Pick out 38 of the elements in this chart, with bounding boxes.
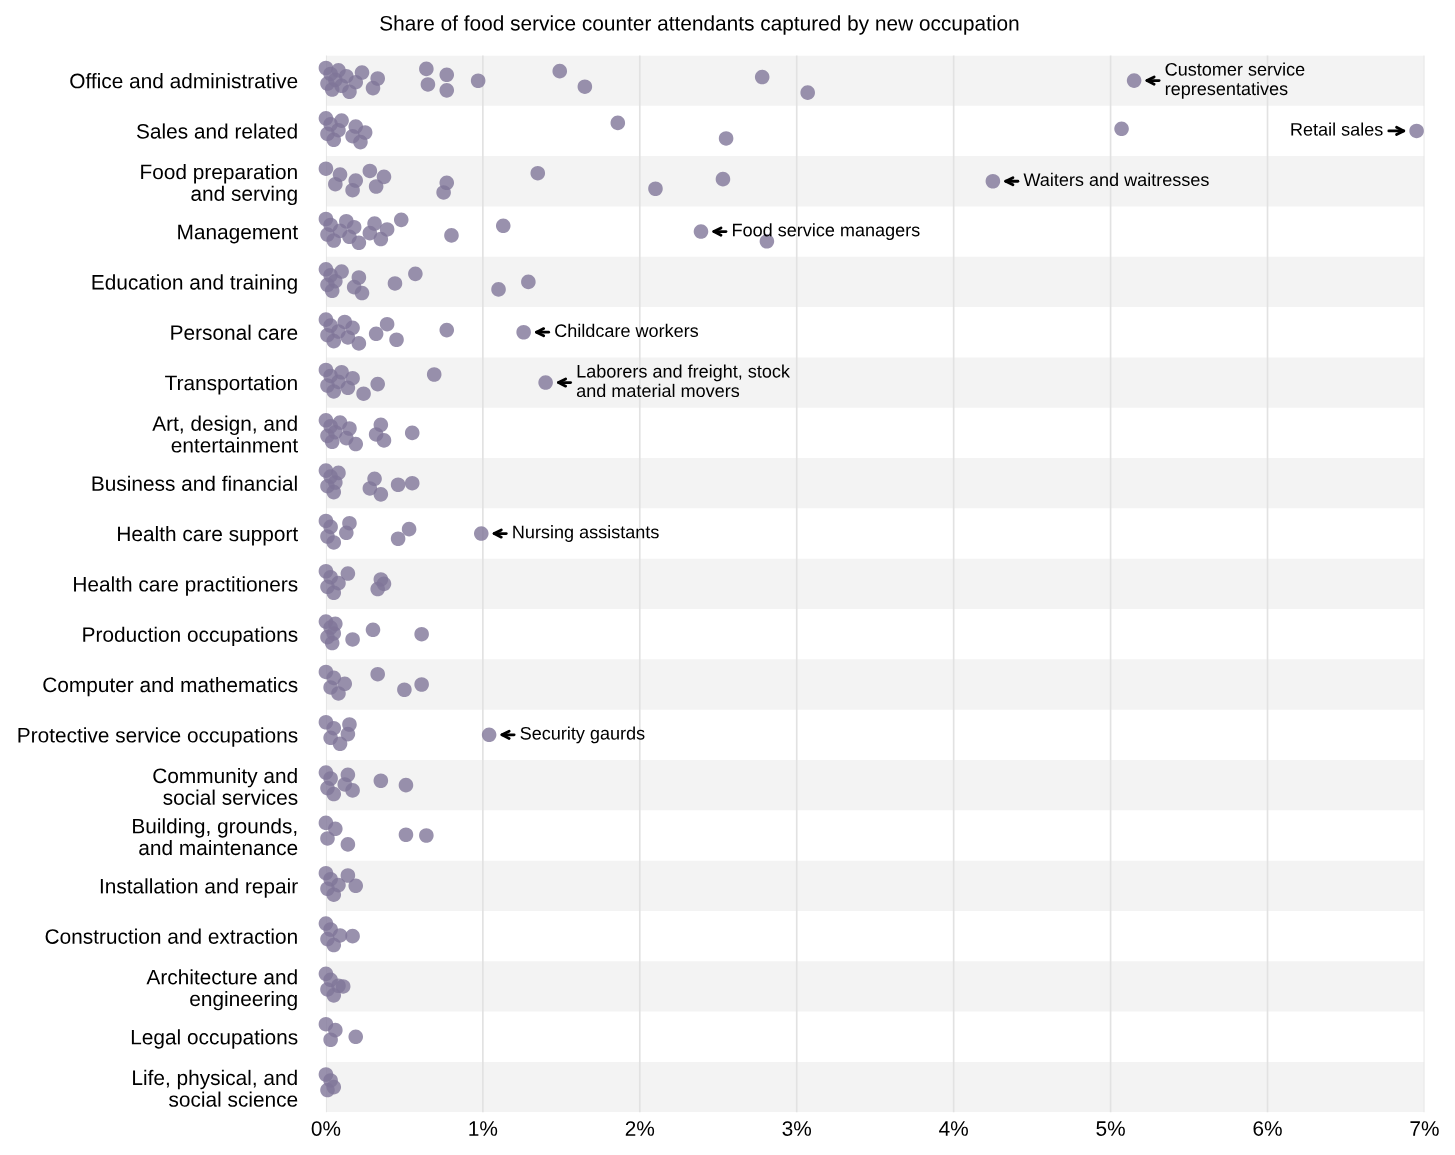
y-tick-label: Health care practitioners — [74, 576, 298, 596]
annotation: Waiters and waitresses — [1023, 172, 1209, 187]
x-tick-label: 0% — [311, 1121, 341, 1136]
y-tick-label: Construction and extraction — [45, 928, 297, 944]
x-tick-label: 5% — [1096, 1121, 1125, 1136]
annotation: Nursing assistants — [513, 525, 659, 542]
y-tick-label: Computer and mathematics — [43, 676, 298, 697]
annotation: Retail sales — [1291, 122, 1383, 136]
y-tick-label: Building, grounds, and maintenance — [133, 818, 298, 856]
chart-title: Share of food service counter attendants captured by new occupation — [380, 15, 1019, 35]
y-tick-label: Food preparation and serving — [141, 163, 297, 206]
annotation: Food service managers — [733, 223, 920, 240]
y-tick-label: Education and training — [92, 274, 297, 294]
y-tick-label: Legal occupations — [131, 1029, 298, 1049]
annotation: Security gaurds — [520, 726, 645, 744]
y-tick-label: Art, design, and entertainment — [152, 415, 298, 453]
y-tick-label: Production occupations — [83, 626, 298, 647]
annotation: Customer service representatives — [1165, 62, 1305, 99]
annotation: Laborers and freight, stock and material movers — [576, 364, 790, 398]
x-tick-label: 3% — [782, 1121, 812, 1136]
y-tick-label: Sales and related — [136, 123, 297, 139]
x-tick-label: 7% — [1410, 1121, 1439, 1136]
y-tick-label: Business and financial — [92, 475, 297, 491]
y-tick-label: Office and administrative — [70, 73, 298, 89]
annotation: Childcare workers — [555, 323, 699, 338]
y-tick-label: Protective service occupations — [18, 727, 298, 747]
x-tick-label: 2% — [625, 1121, 655, 1136]
y-tick-label: Community and social services — [153, 767, 298, 805]
x-tick-label: 6% — [1253, 1121, 1282, 1136]
y-tick-label: Management — [178, 224, 298, 244]
y-tick-label: Health care support — [118, 525, 298, 546]
y-tick-label: Transportation — [165, 375, 297, 395]
y-tick-label: Architecture and engineering — [146, 969, 297, 1011]
y-tick-label: Personal care — [171, 324, 298, 340]
y-tick-label: Installation and repair — [100, 878, 298, 898]
x-tick-label: 4% — [939, 1121, 968, 1136]
y-tick-label: Life, physical, and social science — [133, 1069, 298, 1107]
x-tick-label: 1% — [469, 1121, 498, 1136]
